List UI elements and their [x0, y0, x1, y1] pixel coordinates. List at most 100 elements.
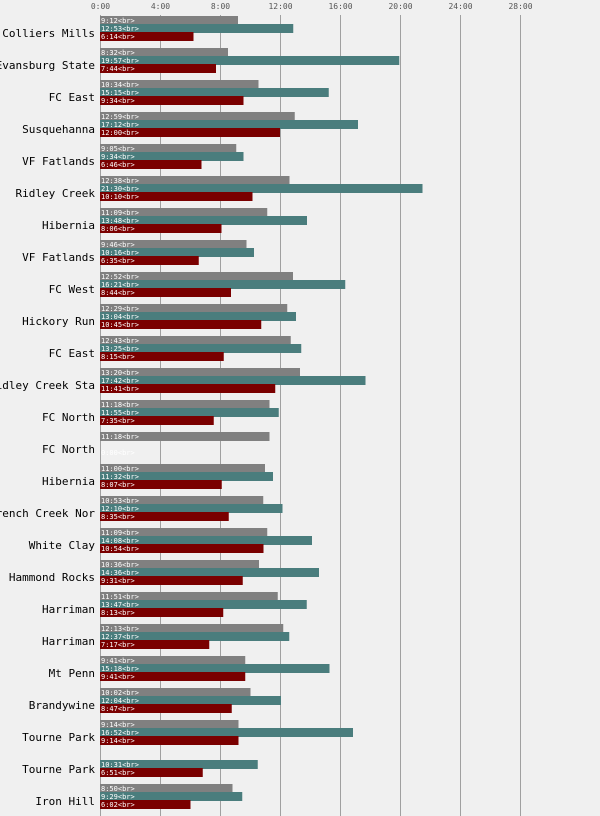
bar-value-label: 8:44<br>: [101, 289, 135, 297]
category-label: Susquehanna: [22, 123, 95, 136]
bar-value-label: 7:17<br>: [101, 641, 135, 649]
bar-value-label: 11:18<br>: [101, 433, 139, 441]
bar-value-label: 13:47<br>: [101, 601, 139, 609]
bar-value-label: 12:38<br>: [101, 177, 139, 185]
bar-series-0: [100, 464, 265, 473]
category-label: Hammond Rocks: [9, 571, 95, 584]
category-label: FC East: [49, 347, 95, 360]
bar-value-label: 11:00<br>: [101, 465, 139, 473]
bar-series-1: [100, 792, 243, 801]
bar-series-0: [100, 688, 251, 697]
bar-value-label: 13:20<br>: [101, 369, 139, 377]
bar-series-2: [100, 768, 203, 777]
bar-value-label: 10:45<br>: [101, 321, 139, 329]
bar-series-1: [100, 56, 400, 65]
category-label: FC East: [49, 91, 95, 104]
bar-series-2: [100, 128, 280, 137]
bar-value-label: 8:47<br>: [101, 705, 135, 713]
bar-value-label: 12:53<br>: [101, 25, 139, 33]
bar-value-label: 9:29<br>: [101, 793, 135, 801]
bar-value-label: 11:09<br>: [101, 529, 139, 537]
category-label: Evansburg State: [0, 59, 95, 72]
x-tick-label-3: 12:00: [268, 2, 292, 11]
bar-series-0: [100, 496, 264, 505]
bar-series-2: [100, 544, 264, 553]
bar-series-1: [100, 600, 307, 609]
bar-value-label: 8:50<br>: [101, 785, 135, 793]
bar-series-1: [100, 472, 273, 481]
bar-value-label: 12:43<br>: [101, 337, 139, 345]
bar-series-2: [100, 96, 244, 105]
bar-series-1: [100, 536, 312, 545]
category-label: Ridley Creek Sta: [0, 379, 95, 392]
bar-value-label: 9:12<br>: [101, 17, 135, 25]
bar-value-label: 13:48<br>: [101, 217, 139, 225]
bar-value-label: 9:34<br>: [101, 153, 135, 161]
bar-value-label: 9:41<br>: [101, 673, 135, 681]
bar-value-label: 7:44<br>: [101, 65, 135, 73]
bar-series-1: [100, 312, 296, 321]
category-label: Hibernia: [42, 219, 95, 232]
bar-value-label: 17:42<br>: [101, 377, 139, 385]
bar-value-label: 8:32<br>: [101, 49, 135, 57]
bar-value-label: 16:52<br>: [101, 729, 139, 737]
x-tick-label-1: 4:00: [151, 2, 170, 11]
bar-series-0: [100, 48, 228, 57]
bar-series-0: [100, 240, 247, 249]
bar-value-label: 10:54<br>: [101, 545, 139, 553]
bar-value-label: 10:10<br>: [101, 193, 139, 201]
category-label: VF Fatlands: [22, 155, 95, 168]
bar-value-label: 6:02<br>: [101, 801, 135, 809]
bar-value-label: 11:32<br>: [101, 473, 139, 481]
bar-series-0: [100, 656, 246, 665]
bar-series-2: [100, 640, 210, 649]
bar-series-1: [100, 216, 307, 225]
bar-series-2: [100, 192, 253, 201]
x-axis-ticks: 0:00 4:00 8:00 12:00 16:00 20:00 24:00 28:00: [91, 2, 533, 11]
bar-value-label: 9:05<br>: [101, 145, 135, 153]
bar-series-0: [100, 528, 268, 537]
bar-series-2: [100, 224, 222, 233]
bar-series-2: [100, 256, 199, 265]
bar-series-2: [100, 608, 224, 617]
bar-series-2: [100, 512, 229, 521]
bar-series-1: [100, 120, 358, 129]
bar-value-label: 9:14<br>: [101, 737, 135, 745]
bar-value-label: 12:59<br>: [101, 113, 139, 121]
bar-series-2: [100, 416, 214, 425]
bar-series-1: [100, 24, 294, 33]
category-labels: Colliers Mills Evansburg State FC East Susq…: [0, 27, 95, 808]
bar-value-label: 15:18<br>: [101, 665, 139, 673]
bar-series-0: [100, 176, 290, 185]
bar-series-0: [100, 336, 291, 345]
bar-value-label: 8:07<br>: [101, 481, 135, 489]
category-label: Iron Hill: [35, 795, 95, 808]
bar-value-label: 6:14<br>: [101, 33, 135, 41]
category-label: Ridley Creek: [16, 187, 96, 200]
category-label: Tourne Park: [22, 763, 95, 776]
category-label: Brandywine: [29, 699, 95, 712]
bar-series-1: [100, 152, 244, 161]
bar-value-label: 12:29<br>: [101, 305, 139, 313]
bar-series-1: [100, 248, 254, 257]
bar-value-label: 0:00<br>: [101, 449, 135, 457]
bar-value-label: 9:14<br>: [101, 721, 135, 729]
bar-series-2: [100, 160, 202, 169]
bar-series-2: [100, 800, 191, 809]
bar-series-0: [100, 720, 239, 729]
category-label: VF Fatlands: [22, 251, 95, 264]
bar-value-label: 12:13<br>: [101, 625, 139, 633]
category-label: Harriman: [42, 603, 95, 616]
bar-value-label: 7:35<br>: [101, 417, 135, 425]
bar-series-2: [100, 384, 276, 393]
bar-series-0: [100, 624, 284, 633]
bar-series-0: [100, 208, 268, 217]
bar-value-label: 10:34<br>: [101, 81, 139, 89]
bar-value-label: 12:37<br>: [101, 633, 139, 641]
bar-value-label: 19:57<br>: [101, 57, 139, 65]
bars: 9:12<br>12:53<br>6:14<br> 8:32<br>19:57<b…: [100, 16, 423, 809]
bar-series-0: [100, 592, 278, 601]
bar-series-1: [100, 664, 330, 673]
bar-value-label: 6:35<br>: [101, 257, 135, 265]
x-tick-label-0: 0:00: [91, 2, 110, 11]
